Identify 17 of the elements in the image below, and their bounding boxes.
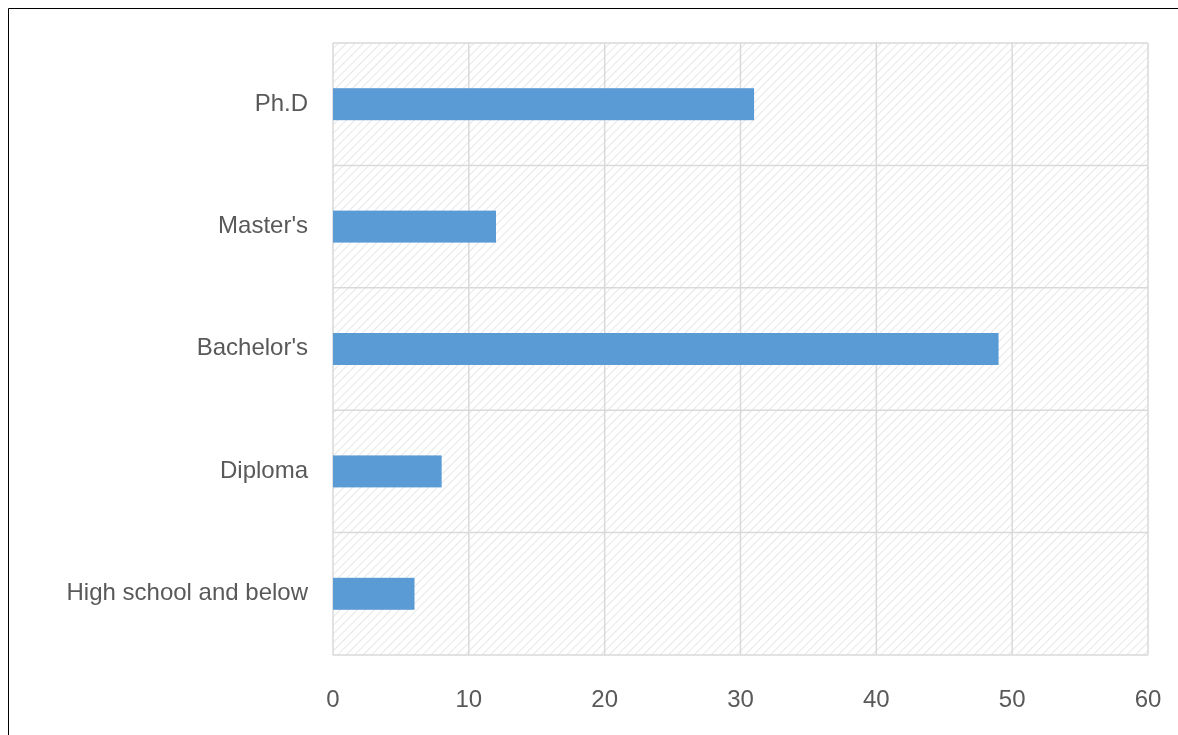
y-tick-label: Ph.D — [254, 88, 308, 116]
x-tick-label: 20 — [591, 685, 619, 712]
x-tick-label: 60 — [1134, 685, 1162, 712]
y-tick-label: Diploma — [219, 455, 309, 483]
bar — [333, 577, 415, 610]
x-tick-label: 50 — [998, 685, 1026, 712]
x-tick-label: 10 — [455, 685, 483, 712]
x-tick-label: 30 — [727, 685, 754, 712]
bar — [333, 455, 442, 488]
y-tick-label: Master's — [218, 210, 308, 238]
x-tick-label: 40 — [862, 685, 890, 712]
x-tick-label: 0 — [326, 685, 340, 712]
y-tick-label: High school and below — [66, 578, 309, 606]
y-tick-label: Bachelor's — [196, 333, 308, 361]
bar — [333, 88, 755, 121]
bar — [333, 210, 496, 243]
bar — [333, 333, 999, 365]
